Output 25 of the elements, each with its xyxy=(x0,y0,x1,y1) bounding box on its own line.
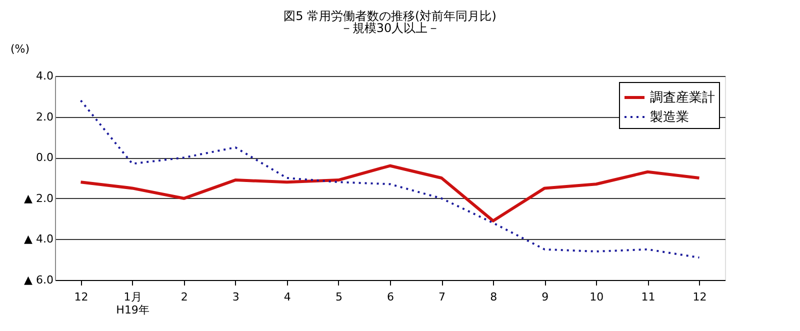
y-tick-label: ▲ 6.0 xyxy=(24,274,54,286)
x-tick-label: 1月 H19年 xyxy=(116,290,150,316)
x-tick-label: 12 xyxy=(74,290,88,304)
x-tick-label: 8 xyxy=(490,290,498,304)
x-tick-label: 10 xyxy=(590,290,604,304)
line-series xyxy=(79,164,701,222)
x-tick-label: 2 xyxy=(180,290,188,304)
chart-title: 図5 常用労働者数の推移(対前年同月比) xyxy=(284,9,496,23)
legend-label: 製造業 xyxy=(650,110,689,125)
y-tick-label: 4.0 xyxy=(36,70,54,82)
x-tick-label: 3 xyxy=(232,290,240,304)
chart-subtitle: －規模30人以上－ xyxy=(340,21,440,35)
x-tick-label: 9 xyxy=(542,290,549,304)
x-tick-label: 4 xyxy=(284,290,291,304)
x-tick-label: 6 xyxy=(387,290,394,304)
y-tick-label: ▲ 2.0 xyxy=(24,192,54,205)
x-tick-label: 5 xyxy=(335,290,342,304)
y-tick-label: ▲ 4.0 xyxy=(24,232,54,246)
legend-label: 調査産業計 xyxy=(650,90,715,106)
x-tick-label: 11 xyxy=(641,290,656,304)
y-tick-label: 0.0 xyxy=(36,151,54,164)
x-tick-label: 12 xyxy=(692,290,707,304)
x-tick-label: 7 xyxy=(438,290,446,304)
y-axis-title: (%) xyxy=(10,42,30,56)
y-tick-label: 2.0 xyxy=(36,110,54,124)
